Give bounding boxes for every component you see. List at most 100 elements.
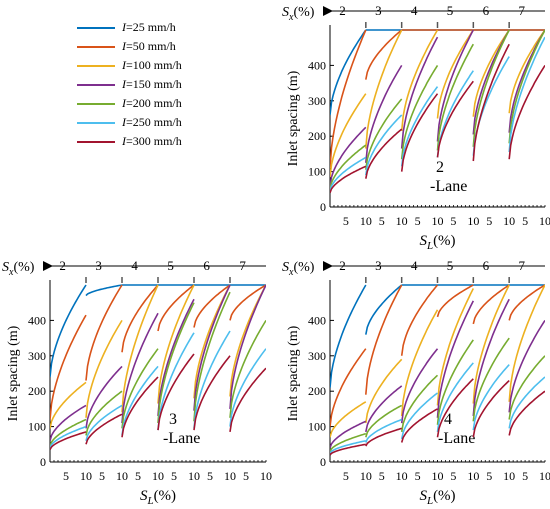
sl-axis-label: SL(%): [140, 488, 176, 507]
series-line: [193, 330, 231, 429]
legend-line-swatch: [77, 84, 115, 86]
x-tick-label: 10: [503, 469, 515, 483]
series-line: [365, 427, 402, 447]
legend-line-swatch: [77, 27, 115, 29]
series-line: [508, 319, 545, 413]
y-tick-label: 300: [28, 349, 46, 363]
series-line: [508, 390, 545, 436]
sx-axis-label: Sx(%): [2, 260, 35, 278]
x-tick-label: 10: [224, 469, 236, 483]
series-line: [50, 418, 87, 447]
series-line: [365, 358, 403, 424]
series-line: [85, 413, 123, 445]
x-tick-label: 10: [80, 469, 92, 483]
series-line: [508, 29, 545, 114]
series-line: [330, 156, 367, 192]
y-tick-label: 400: [308, 313, 326, 327]
y-tick-label: 200: [28, 384, 46, 398]
series-line: [365, 29, 403, 80]
series-line: [229, 284, 266, 397]
x-tick-label: 5: [343, 469, 349, 483]
series-line: [436, 339, 474, 425]
series-line: [50, 425, 87, 449]
x-tick-label: 10: [188, 469, 200, 483]
y-tick-label: 400: [28, 313, 46, 327]
series-line: [436, 362, 474, 433]
legend-variable: I: [122, 58, 126, 72]
x-tick-label: 5: [522, 214, 528, 228]
x-tick-label: 10: [260, 469, 272, 483]
series-line: [400, 374, 439, 433]
series-line: [436, 29, 474, 119]
x-tick-label: 10: [360, 214, 372, 228]
series-line: [365, 114, 403, 176]
y-axis-label: Inlet spacing (m): [6, 325, 21, 421]
series-line: [330, 432, 367, 452]
x-tick-label: 10: [116, 469, 128, 483]
series-line: [365, 284, 403, 395]
sx-arrow-head: [323, 6, 333, 16]
series-line: [157, 353, 195, 431]
series-line: [400, 64, 439, 160]
legend-item: I=250 mm/h: [75, 115, 275, 134]
series-line: [365, 418, 402, 443]
series-line: [85, 365, 123, 429]
series-line: [472, 43, 510, 162]
y-axis-label: Inlet spacing (m): [286, 70, 301, 166]
x-tick-label: 5: [171, 469, 177, 483]
series-line: [121, 284, 159, 353]
legend-item: I=150 mm/h: [75, 77, 275, 96]
x-tick-label: 5: [522, 469, 528, 483]
chart-panel: 0100200300400510510510510510510234567Sx(…: [282, 258, 550, 507]
series-line: [330, 420, 367, 449]
x-tick-label: 10: [467, 469, 479, 483]
x-tick-label: 5: [486, 469, 492, 483]
series-line: [121, 284, 159, 413]
series-line: [229, 284, 266, 321]
series-line: [50, 404, 87, 442]
series-line: [330, 93, 367, 177]
x-tick-label: 5: [99, 469, 105, 483]
y-tick-label: 300: [308, 94, 326, 108]
series-line: [330, 284, 367, 388]
legend-line-swatch: [77, 103, 115, 105]
series-line: [50, 284, 87, 378]
legend-label: =150 mm/h: [126, 77, 182, 91]
series-line: [121, 376, 159, 438]
series-line: [508, 355, 545, 420]
series-line: [472, 29, 510, 117]
series-line: [193, 291, 231, 422]
legend-variable: I: [122, 134, 126, 148]
panel-label: 3 -Lane: [163, 411, 200, 447]
y-tick-label: 0: [40, 455, 46, 469]
series-line: [330, 401, 367, 438]
series-line: [121, 365, 159, 436]
series-line: [508, 29, 545, 144]
series-line: [229, 319, 266, 418]
series-line: [365, 64, 403, 163]
legend: I=25 mm/h I=50 mm/h I=100 mm/h I=150 mm/…: [75, 20, 275, 153]
chart-panel: 0100200300400510510510510510510234567Sx(…: [282, 3, 550, 252]
series-line: [400, 29, 439, 131]
sx-axis-label: Sx(%): [282, 260, 315, 278]
x-tick-label: 5: [415, 469, 421, 483]
series-line: [85, 390, 123, 436]
legend-line-swatch: [77, 65, 115, 67]
series-line: [193, 284, 231, 328]
series-line: [50, 314, 87, 420]
legend-variable: I: [122, 39, 126, 53]
series-line: [436, 300, 475, 418]
series-line: [472, 364, 510, 431]
x-tick-label: 5: [243, 469, 249, 483]
series-line: [436, 43, 474, 151]
x-tick-label: 10: [396, 469, 408, 483]
series-line: [365, 404, 403, 438]
sx-arrow-head: [43, 261, 53, 271]
y-tick-label: 200: [308, 129, 326, 143]
y-tick-label: 100: [308, 420, 326, 434]
series-line: [508, 64, 545, 160]
series-line: [193, 284, 231, 411]
x-tick-label: 10: [539, 214, 550, 228]
x-tick-label: 10: [432, 469, 444, 483]
